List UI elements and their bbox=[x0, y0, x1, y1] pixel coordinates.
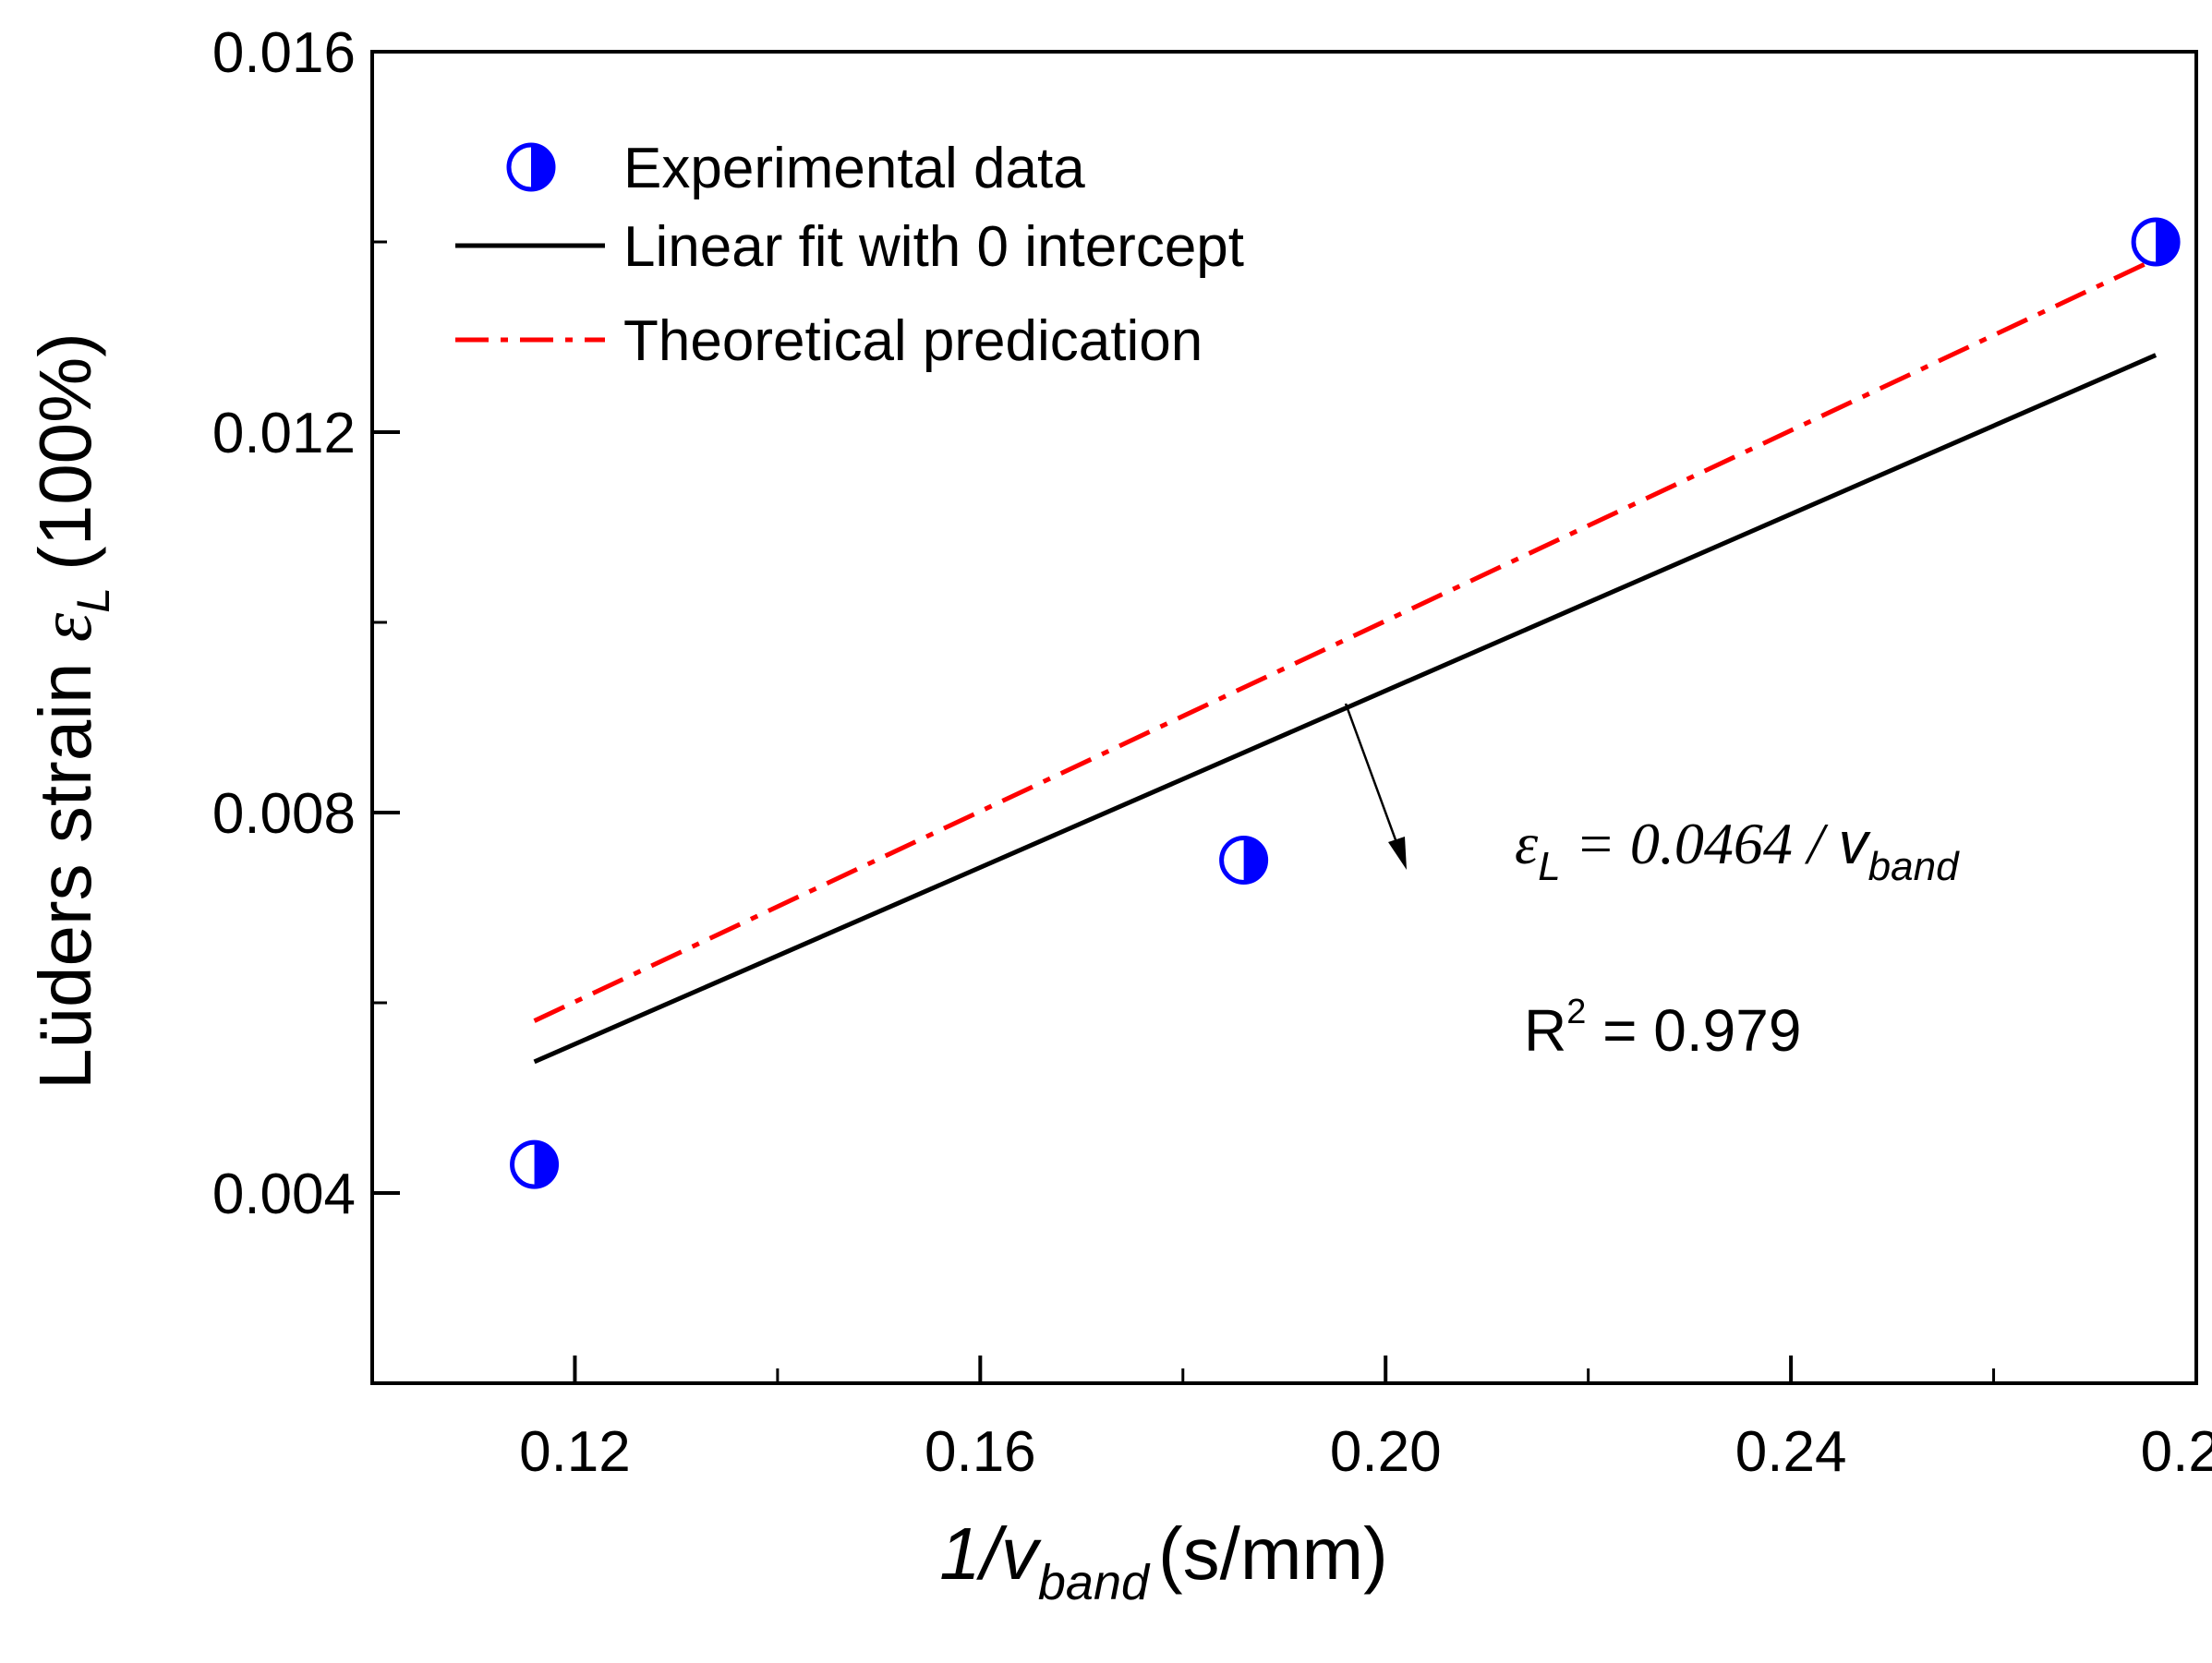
data-point bbox=[1219, 836, 1269, 885]
x-tick-label: 0.12 bbox=[519, 1420, 631, 1484]
plot-frame bbox=[370, 50, 2198, 1385]
y-tick-label: 0.012 bbox=[212, 402, 356, 465]
annotation-arrow bbox=[1344, 703, 1407, 870]
x-axis-title: 1/vband (s/mm) bbox=[939, 1512, 1388, 1610]
legend-marker-experimental bbox=[506, 142, 556, 192]
series-lines bbox=[533, 257, 2158, 1065]
legend-label-experimental: Experimental data bbox=[623, 137, 1085, 200]
x-tick-label: 0.24 bbox=[1735, 1420, 1847, 1484]
y-tick-label: 0.008 bbox=[212, 782, 356, 846]
x-ticks: 0.12 0.16 0.20 0.24 0.28 bbox=[519, 1356, 2212, 1484]
legend-label-theory: Theoretical predication bbox=[623, 309, 1203, 373]
legend: Experimental data Linear fit with 0 inte… bbox=[455, 137, 1244, 373]
x-tick-label: 0.16 bbox=[925, 1420, 1036, 1484]
series-points bbox=[510, 217, 2181, 1189]
y-axis-title: Lüders strain εL(100%) bbox=[24, 332, 119, 1090]
x-tick-label: 0.20 bbox=[1330, 1420, 1442, 1484]
y-tick-label: 0.016 bbox=[212, 21, 356, 85]
fit-line bbox=[533, 353, 2158, 1065]
r-squared-annotation: R2 = 0.979 bbox=[1524, 993, 1801, 1064]
legend-label-fit: Linear fit with 0 intercept bbox=[623, 215, 1244, 279]
y-tick-label: 0.004 bbox=[212, 1163, 356, 1226]
y-ticks: 0.004 0.008 0.012 0.016 bbox=[212, 21, 400, 1226]
data-point bbox=[510, 1139, 560, 1189]
data-point bbox=[2131, 217, 2181, 267]
equation-annotation: εL = 0.0464 / vband bbox=[1515, 810, 1960, 889]
x-tick-label: 0.28 bbox=[2141, 1420, 2212, 1484]
theory-line bbox=[533, 257, 2158, 1023]
